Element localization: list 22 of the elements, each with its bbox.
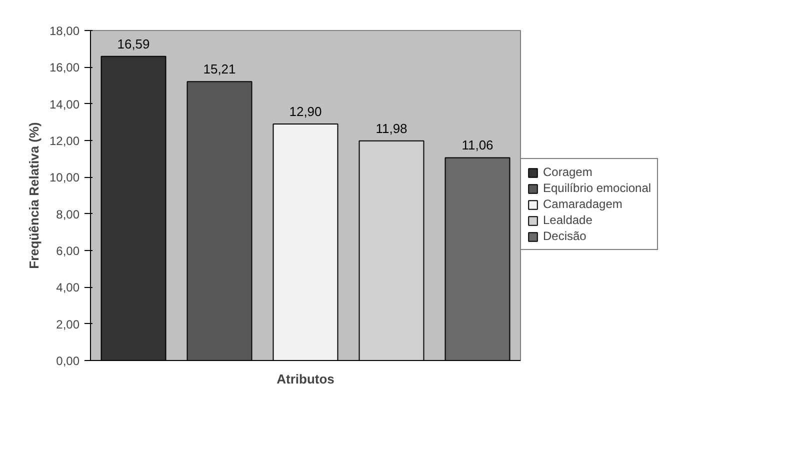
y-tick-label: 16,00	[49, 60, 80, 75]
y-tick-label: 2,00	[56, 317, 80, 332]
legend-label: Coragem	[543, 165, 592, 179]
data-label: 16,59	[117, 36, 150, 52]
x-axis-title: Atributos	[276, 372, 334, 386]
y-tick-label: 0,00	[56, 354, 80, 368]
data-label: 11,98	[376, 120, 408, 136]
y-tick-label: 4,00	[56, 280, 80, 295]
data-label: 15,21	[203, 62, 236, 77]
y-tick-label: 12,00	[49, 134, 80, 148]
y-tick-label: 14,00	[49, 97, 80, 112]
y-axis-title: Freqüência Relativa (%)	[26, 122, 42, 269]
legend-label: Lealdade	[543, 213, 592, 227]
y-tick-label: 18,00	[49, 24, 80, 38]
legend-label: Decisão	[543, 229, 586, 243]
data-label: 11,06	[462, 138, 494, 153]
y-tick-label: 10,00	[49, 170, 80, 185]
data-label: 12,90	[289, 104, 322, 119]
legend-label: Equilíbrio emocional	[543, 181, 652, 195]
y-tick-label: 8,00	[56, 207, 80, 222]
y-tick-label: 6,00	[56, 244, 80, 258]
legend-label: Camaradagem	[543, 197, 622, 211]
